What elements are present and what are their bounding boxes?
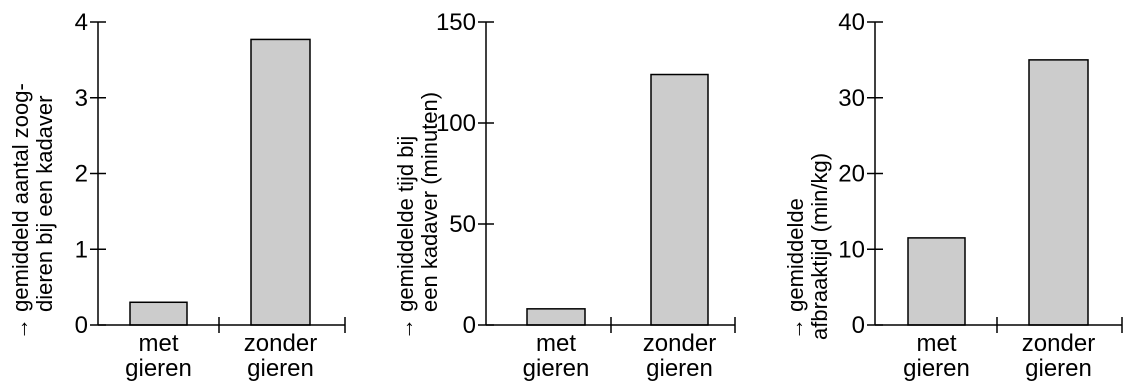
bar	[907, 237, 966, 326]
y-tick-label: 4	[75, 9, 88, 36]
x-tick-label-line: gieren	[1025, 355, 1092, 382]
x-tick-label: met gieren	[903, 330, 970, 382]
x-tick-label-line: gieren	[646, 355, 713, 382]
y-axis-label: → gemiddeldeafbraaktijd (min/kg)	[783, 153, 832, 340]
y-axis-label: → gemiddelde tijd bijeen kadaver (minute…	[393, 92, 442, 340]
y-axis-label-line: een kadaver (minuten)	[417, 92, 442, 312]
y-axis-label-line: → gemiddeld aantal zoog-	[8, 83, 33, 340]
x-tick-label-line: zonder	[643, 330, 716, 357]
y-tick-label: 40	[838, 9, 865, 36]
bar	[250, 38, 311, 326]
x-tick-label-line: zonder	[244, 330, 317, 357]
y-tick-label: 150	[436, 9, 476, 36]
x-tick-label-line: gieren	[125, 355, 192, 382]
x-tick-label: met gieren	[125, 330, 192, 382]
y-tick-label: 3	[75, 85, 88, 112]
y-tick-label: 30	[838, 85, 865, 112]
y-tick-label: 0	[75, 312, 88, 339]
x-tick-label: zonder gieren	[643, 330, 716, 382]
x-tick-label-line: gieren	[247, 355, 314, 382]
x-tick-label-line: met	[138, 330, 178, 357]
bar	[650, 73, 709, 326]
y-axis-label-line: → gemiddelde	[783, 198, 808, 340]
y-axis-label: → gemiddeld aantal zoog-dieren bij een k…	[8, 83, 57, 340]
y-tick-label: 0	[852, 312, 865, 339]
bar	[129, 301, 188, 326]
y-axis-label-line: afbraaktijd (min/kg)	[807, 153, 832, 340]
x-tick-label: zonder gieren	[1022, 330, 1095, 382]
x-tick-label-line: gieren	[523, 355, 590, 382]
x-tick-label-line: met	[916, 330, 956, 357]
y-axis-label-line: dieren bij een kadaver	[32, 96, 57, 312]
x-tick-label: zonder gieren	[244, 330, 317, 382]
bar	[526, 308, 586, 326]
y-tick-label: 100	[436, 110, 476, 137]
y-tick-label: 50	[449, 211, 476, 238]
y-tick-label: 2	[75, 161, 88, 188]
y-tick-label: 20	[838, 161, 865, 188]
x-tick-label-line: met	[536, 330, 576, 357]
y-tick-label: 1	[75, 236, 88, 263]
y-tick-label: 10	[838, 236, 865, 263]
y-tick-label: 0	[463, 312, 476, 339]
x-tick-label: met gieren	[523, 330, 590, 382]
y-axis-label-line: → gemiddelde tijd bij	[393, 136, 418, 340]
x-tick-label-line: zonder	[1022, 330, 1095, 357]
x-tick-label-line: gieren	[903, 355, 970, 382]
bar	[1028, 59, 1089, 326]
